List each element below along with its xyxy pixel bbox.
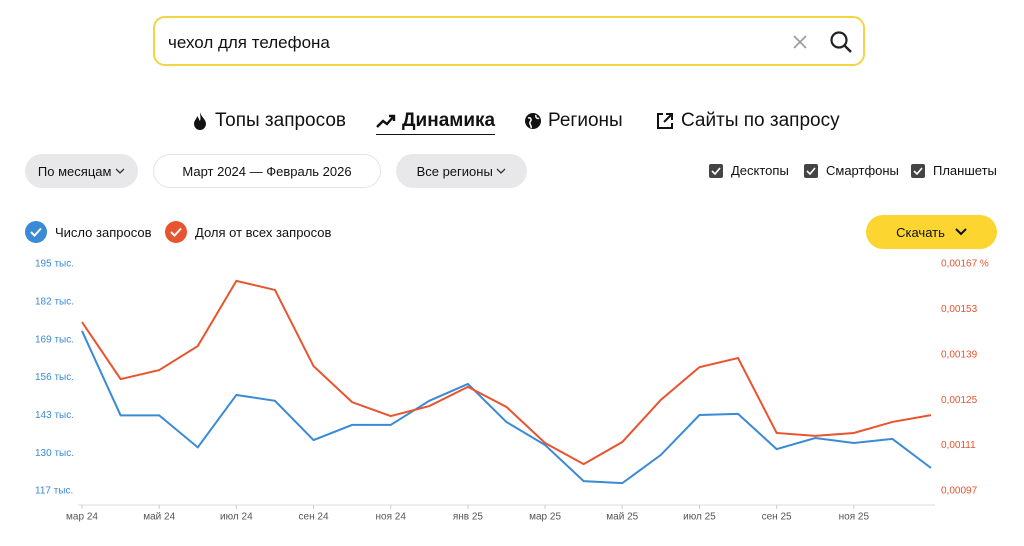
checkbox-label: Десктопы [731, 163, 789, 178]
checkbox-label: Смартфоны [826, 163, 899, 178]
y-tick-label: 182 тыс. [35, 296, 74, 307]
search-icon[interactable] [829, 30, 853, 54]
period-select[interactable]: Март 2024 — Февраль 2026 [153, 154, 381, 188]
legend-item[interactable]: Число запросов [25, 221, 151, 243]
checkbox-box[interactable] [709, 163, 723, 178]
y2-tick-label: 0,00139 [941, 349, 978, 360]
clear-icon[interactable] [793, 35, 807, 49]
y-tick-label: 130 тыс. [35, 448, 74, 459]
x-tick-label: ноя 24 [376, 512, 407, 523]
y2-tick-label: 0,00125 [941, 395, 978, 406]
trend-icon [376, 114, 396, 128]
series-line [81, 279, 932, 466]
button-label: Скачать [896, 224, 945, 240]
legend-item[interactable]: Доля от всех запросов [165, 221, 331, 243]
tab[interactable]: Сайты по запросу [655, 110, 840, 132]
chevron [955, 228, 967, 236]
y-tick-label: 169 тыс. [35, 334, 74, 345]
y-tick-label: 156 тыс. [35, 372, 74, 383]
legend-dot[interactable] [25, 221, 47, 243]
checkbox[interactable]: Смартфоны [804, 163, 899, 178]
tab-label[interactable]: Топы запросов [215, 110, 346, 131]
x-tick-label: сен 25 [762, 512, 792, 523]
checkbox-box[interactable] [911, 163, 925, 178]
series-line [81, 330, 932, 485]
tab[interactable]: Регионы [524, 110, 623, 132]
checkbox-label: Планшеты [933, 163, 997, 178]
link-icon [657, 113, 673, 129]
download-button[interactable]: Скачать [866, 215, 997, 249]
x-tick-label: май 24 [143, 512, 175, 523]
checkbox[interactable]: Десктопы [709, 163, 789, 178]
flame-icon [194, 112, 206, 130]
x-tick-label: ноя 25 [839, 512, 870, 523]
x-tick-label: янв 25 [453, 512, 484, 523]
checkbox-box[interactable] [804, 163, 818, 178]
globe-icon [525, 113, 541, 129]
period-type-select[interactable]: По месяцам [25, 154, 138, 188]
x-tick-label: май 25 [606, 512, 638, 523]
chevron [115, 168, 125, 174]
select-label: Март 2024 — Февраль 2026 [182, 163, 352, 179]
tab-active[interactable]: Динамика [376, 110, 496, 135]
search-query[interactable]: чехол для телефона [168, 33, 330, 52]
y-tick-label: 195 тыс. [35, 259, 74, 270]
y2-tick-label: 0,00167 % [941, 259, 989, 270]
region-select[interactable]: Все регионы [396, 154, 527, 188]
search-box[interactable]: чехол для телефона [153, 16, 865, 66]
x-tick-label: сен 24 [299, 512, 329, 523]
checkbox[interactable]: Планшеты [911, 163, 997, 178]
legend-dot[interactable] [165, 221, 187, 243]
x-tick-label: мар 25 [529, 512, 561, 523]
legend-label: Число запросов [55, 224, 152, 240]
y2-tick-label: 0,00153 [941, 304, 978, 315]
tab[interactable]: Топы запросов [191, 110, 346, 132]
y-tick-label: 117 тыс. [35, 486, 73, 497]
tab-label[interactable]: Динамика [402, 110, 496, 131]
select-label: Все регионы [416, 163, 493, 179]
tab-label[interactable]: Регионы [548, 110, 623, 131]
y2-tick-label: 0,00097 [941, 486, 978, 497]
y-tick-label: 143 тыс. [35, 410, 74, 421]
chevron [496, 168, 506, 174]
chart: 117 тыс. 130 тыс. 143 тыс. 156 тыс. 169 тыс.… [35, 259, 989, 523]
select-label: По месяцам [37, 163, 112, 179]
legend-label: Доля от всех запросов [195, 224, 332, 240]
y2-tick-label: 0,00111 [941, 440, 976, 451]
tab-label[interactable]: Сайты по запросу [681, 110, 840, 131]
x-tick-label: июл 24 [220, 512, 253, 523]
x-tick-label: мар 24 [66, 512, 98, 523]
x-tick-label: июл 25 [683, 512, 716, 523]
